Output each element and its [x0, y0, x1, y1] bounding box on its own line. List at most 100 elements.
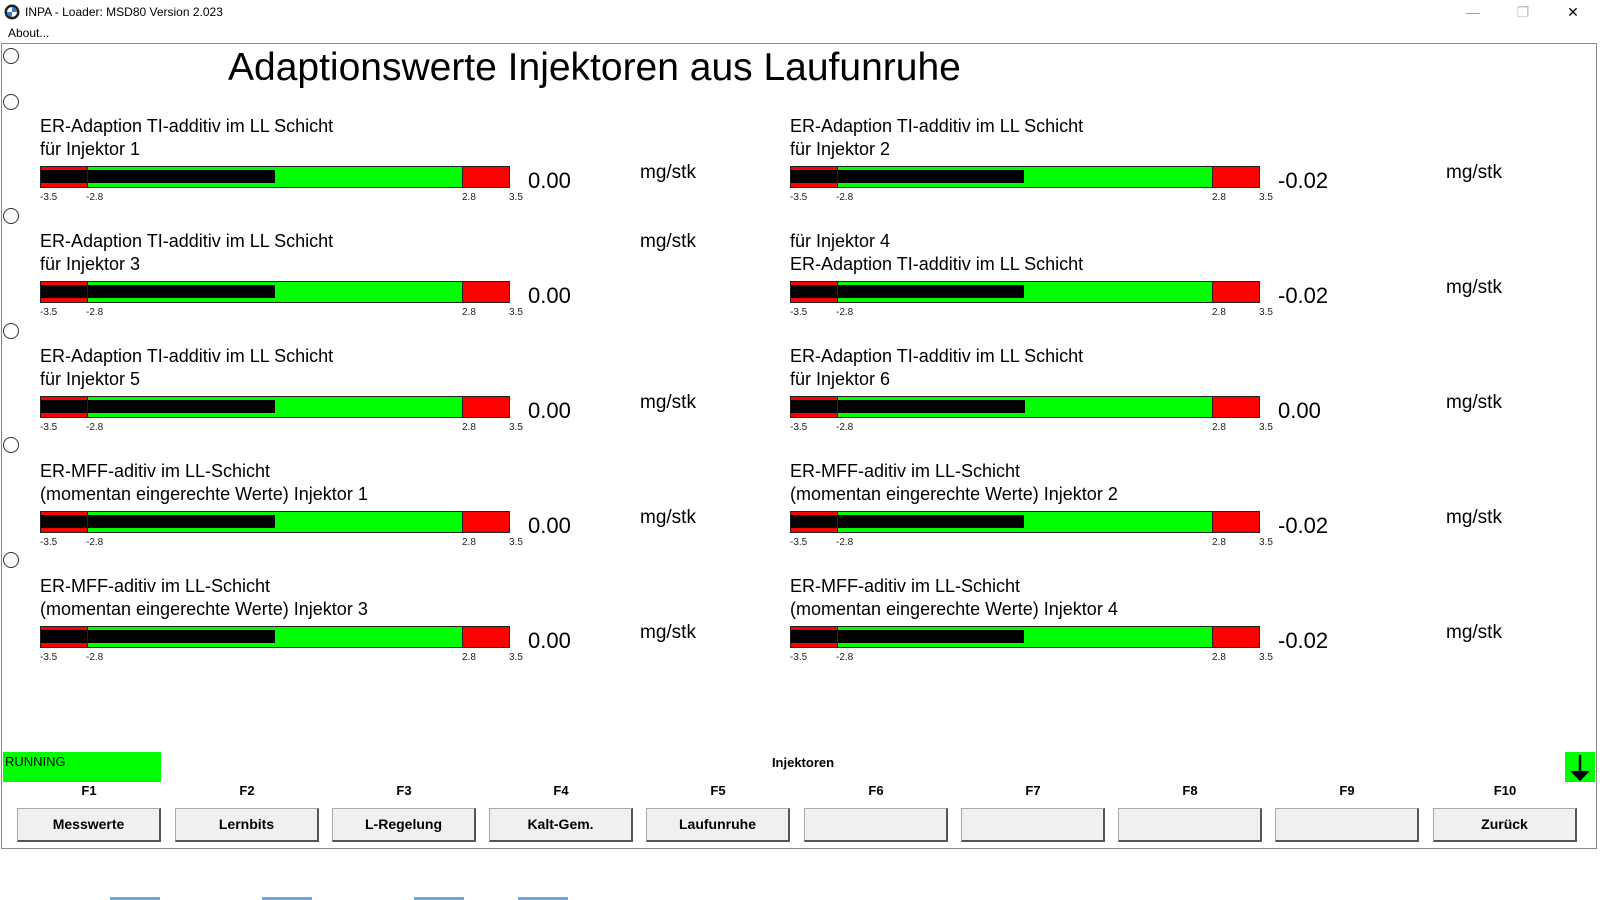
laufunruhe-button[interactable]: Laufunruhe [646, 808, 790, 842]
gauge-divider [87, 167, 88, 187]
tick-warn-high: 2.8 [462, 422, 476, 433]
tick-warn-high: 2.8 [1212, 537, 1226, 548]
meter-label-1: für Injektor 4 [790, 231, 891, 251]
taskbar-strip [110, 897, 160, 900]
meter-label-2: für Injektor 2 [790, 139, 891, 159]
gauge-divider [462, 397, 463, 417]
tick-max: 3.5 [509, 652, 523, 663]
main-frame [1, 43, 1597, 849]
tick-warn-low: -2.8 [836, 307, 854, 318]
gauge-red-high [1213, 167, 1259, 187]
lernbits-button[interactable]: Lernbits [175, 808, 319, 842]
gauge-level [791, 400, 1025, 413]
meter-mff-injektor-1: ER-MFF-aditiv im LL-Schicht (momentan ei… [40, 461, 780, 571]
meter-value: 0.00 [528, 628, 571, 653]
title-bar: INPA - Loader: MSD80 Version 2.023 — ❐ ✕ [0, 0, 1600, 25]
fkey-label-f5: F5 [710, 783, 726, 798]
messwerte-button[interactable]: Messwerte [17, 808, 161, 842]
meter-injektor-2: ER-Adaption TI-additiv im LL Schicht für… [790, 116, 1530, 226]
gauge-divider [1212, 282, 1213, 302]
close-button[interactable]: ✕ [1567, 4, 1579, 20]
gauge-bar [40, 281, 510, 303]
meter-mff-injektor-4: ER-MFF-aditiv im LL-Schicht (momentan ei… [790, 576, 1530, 686]
meter-unit: mg/stk [640, 622, 696, 643]
fkey-label-f8: F8 [1182, 783, 1198, 798]
tick-min: -3.5 [790, 422, 808, 433]
meter-injektor-1: ER-Adaption TI-additiv im LL Schicht für… [40, 116, 780, 226]
menu-about[interactable]: About... [8, 26, 50, 40]
meter-label-1: ER-MFF-aditiv im LL-Schicht [790, 576, 1021, 596]
gauge-red-high [463, 627, 509, 647]
meter-label-1: ER-Adaption TI-additiv im LL Schicht [40, 346, 334, 366]
zurueck-button[interactable]: Zurück [1433, 808, 1577, 842]
meter-label-1: ER-Adaption TI-additiv im LL Schicht [790, 116, 1084, 136]
meter-injektor-3: ER-Adaption TI-additiv im LL Schicht für… [40, 231, 780, 341]
tick-min: -3.5 [40, 537, 58, 548]
gauge-divider [462, 512, 463, 532]
tick-max: 3.5 [509, 192, 523, 203]
fkey-label-f1: F1 [81, 783, 97, 798]
section-title: Injektoren [771, 755, 835, 770]
radio-marker[interactable] [3, 323, 19, 339]
meter-unit: mg/stk [1446, 162, 1502, 183]
radio-marker[interactable] [3, 552, 19, 568]
gauge-divider [1212, 627, 1213, 647]
gauge-red-high [463, 397, 509, 417]
fkey-label-f4: F4 [553, 783, 569, 798]
minimize-button[interactable]: — [1466, 4, 1480, 20]
tick-warn-low: -2.8 [836, 422, 854, 433]
l-regelung-button[interactable]: L-Regelung [332, 808, 476, 842]
maximize-button[interactable]: ❐ [1516, 4, 1530, 20]
gauge-level [791, 630, 1024, 643]
gauge-divider [1212, 397, 1213, 417]
radio-marker[interactable] [3, 208, 19, 224]
tick-warn-low: -2.8 [836, 537, 854, 548]
meter-label-2: für Injektor 5 [40, 369, 141, 389]
scroll-down-button[interactable] [1565, 752, 1595, 782]
gauge-red-high [1213, 627, 1259, 647]
gauge-red-high [1213, 512, 1259, 532]
f8-button[interactable] [1118, 808, 1262, 842]
f7-button[interactable] [961, 808, 1105, 842]
kalt-gem-button[interactable]: Kalt-Gem. [489, 808, 633, 842]
meter-unit: mg/stk [1446, 392, 1502, 413]
radio-marker[interactable] [3, 48, 19, 64]
f6-button[interactable] [804, 808, 948, 842]
meter-label-2: (momentan eingerechte Werte) Injektor 2 [790, 484, 1118, 504]
gauge-divider [87, 282, 88, 302]
status-bar: RUNNING Injektoren [3, 752, 1597, 782]
f9-button[interactable] [1275, 808, 1419, 842]
tick-min: -3.5 [790, 652, 808, 663]
tick-min: -3.5 [40, 307, 58, 318]
meter-label-1: ER-Adaption TI-additiv im LL Schicht [40, 116, 334, 136]
gauge-level [791, 170, 1024, 183]
meter-unit: mg/stk [1446, 277, 1502, 298]
taskbar-strip [262, 897, 312, 900]
radio-marker[interactable] [3, 437, 19, 453]
meter-mff-injektor-3: ER-MFF-aditiv im LL-Schicht (momentan ei… [40, 576, 780, 686]
tick-max: 3.5 [1259, 422, 1273, 433]
radio-marker[interactable] [3, 94, 19, 110]
gauge-divider [837, 512, 838, 532]
window-title: INPA - Loader: MSD80 Version 2.023 [25, 5, 223, 19]
gauge-divider [87, 397, 88, 417]
gauge-bar [790, 626, 1260, 648]
meter-label-2: (momentan eingerechte Werte) Injektor 1 [40, 484, 368, 504]
gauge-divider [837, 397, 838, 417]
taskbar-strip [518, 897, 568, 900]
tick-warn-low: -2.8 [836, 652, 854, 663]
bmw-logo-icon [4, 4, 20, 20]
gauge-bar [790, 396, 1260, 418]
gauge-divider [87, 512, 88, 532]
gauge-divider [462, 167, 463, 187]
tick-warn-low: -2.8 [86, 537, 104, 548]
fkey-label-f2: F2 [239, 783, 255, 798]
meter-label-1: ER-Adaption TI-additiv im LL Schicht [790, 346, 1084, 366]
gauge-red-high [1213, 282, 1259, 302]
tick-max: 3.5 [509, 307, 523, 318]
meter-unit: mg/stk [1446, 622, 1502, 643]
tick-min: -3.5 [40, 192, 58, 203]
gauge-divider [837, 282, 838, 302]
meter-label-2: (momentan eingerechte Werte) Injektor 4 [790, 599, 1118, 619]
tick-warn-high: 2.8 [462, 652, 476, 663]
